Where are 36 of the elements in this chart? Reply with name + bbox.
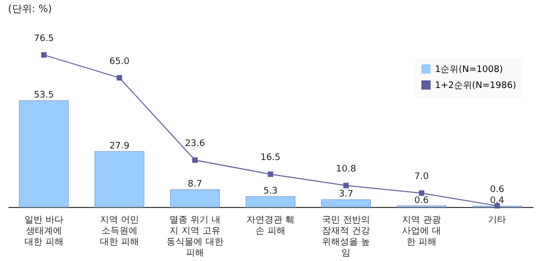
x-tick-label: 지역 어민 소득원에 대한 피해: [100, 216, 139, 248]
bar: [18, 100, 69, 208]
bar: [94, 151, 144, 208]
data-label: 5.3: [263, 186, 278, 196]
data-label: 65.0: [109, 56, 130, 67]
text: (단위: %): [8, 4, 52, 15]
data-label: 0.6: [490, 184, 505, 195]
legend-label: 1순위(N=1008): [435, 65, 503, 75]
data-label: 0.4: [490, 196, 505, 206]
point: [343, 182, 349, 188]
x-tick-label: 기타: [488, 216, 506, 226]
data-label: 23.6: [184, 139, 206, 150]
point: [41, 52, 47, 58]
bar: [170, 189, 220, 208]
point: [494, 203, 500, 209]
point: [268, 171, 274, 177]
point: [116, 75, 122, 81]
data-label: 76.5: [34, 34, 54, 44]
data-label: 3.7: [338, 190, 354, 200]
bar: [321, 199, 371, 208]
data-label: 53.5: [34, 90, 54, 101]
point: [192, 157, 198, 163]
x-tick-label: 자연경관 훼 손 피해: [246, 216, 294, 236]
point: [418, 190, 424, 196]
data-label: 27.9: [109, 142, 130, 152]
data-label: 8.7: [188, 180, 202, 190]
data-label: 0.6: [414, 196, 429, 206]
legend-label: 1+2순위(N=1986): [435, 81, 516, 91]
data-label: 10.8: [336, 164, 356, 175]
x-tick-label: 국민 전반의 잠재적 건강 위해성을 높 임: [322, 216, 370, 258]
x-tick-label: 멸종 위기 내 지 지역 고유 동식물에 대한 피해: [166, 216, 224, 258]
bar: [246, 196, 296, 208]
data-label: 16.5: [260, 153, 281, 164]
x-tick-label: 일반 바다 생태계에 대한 피해: [24, 216, 64, 248]
x-tick-label: 지역 관광 사업에 대 한 피해: [402, 216, 442, 248]
data-label: 7.0: [414, 172, 429, 182]
